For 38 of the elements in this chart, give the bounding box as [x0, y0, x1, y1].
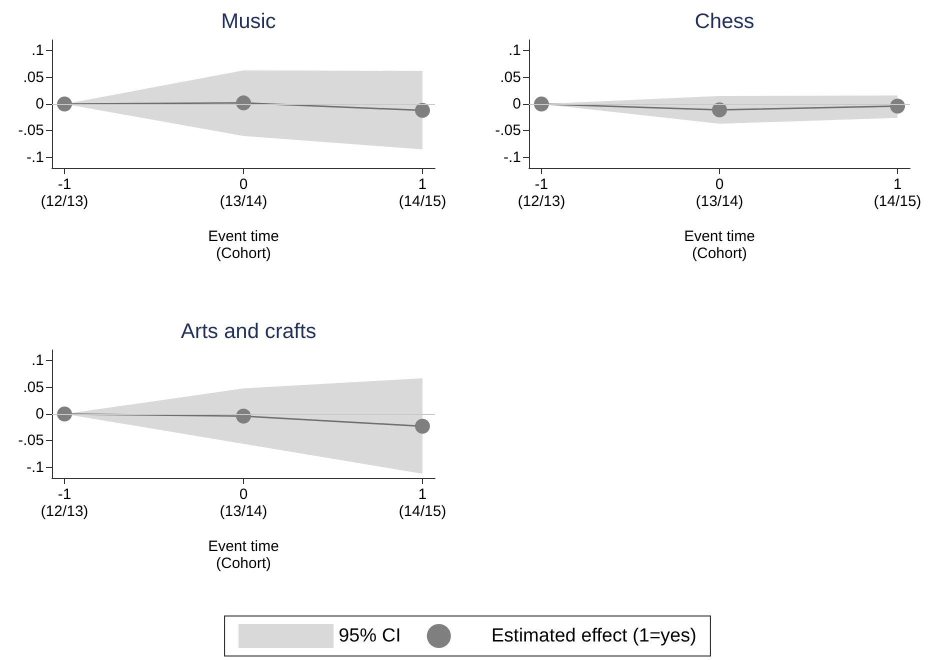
x-tick-label: 1 (14/15) — [398, 486, 446, 520]
y-tick-label: -.1 — [26, 148, 44, 166]
chart-title: Chess — [694, 10, 754, 33]
y-tick-label: .05 — [500, 68, 521, 86]
x-tick-label: -1 (12/13) — [518, 176, 566, 210]
y-tick-label: .1 — [31, 352, 44, 370]
legend-label: Estimated effect (1=yes) — [491, 626, 696, 646]
x-tick-label: 1 (14/15) — [874, 176, 922, 210]
y-tick-label: -.1 — [26, 458, 44, 476]
y-tick-label: .1 — [508, 42, 521, 60]
x-tick-label: 1 (14/15) — [398, 176, 446, 210]
point — [236, 408, 251, 424]
y-tick-label: .05 — [23, 378, 44, 396]
legend-label: 95% CI — [338, 626, 401, 646]
point — [57, 96, 72, 112]
x-tick-label: 0 (13/14) — [220, 176, 268, 210]
x-tick-label: 0 (13/14) — [220, 486, 268, 520]
y-tick-label: -.05 — [495, 122, 521, 140]
x-axis-title: Event time (Cohort) — [684, 228, 755, 262]
y-tick-label: .1 — [31, 42, 44, 60]
point — [414, 418, 430, 434]
chart-title: Arts and crafts — [180, 320, 316, 343]
x-axis-title: Event time (Cohort) — [208, 228, 279, 262]
point — [414, 102, 430, 118]
x-tick-label: 0 (13/14) — [696, 176, 744, 210]
point — [236, 95, 251, 110]
x-tick-label: -1 (12/13) — [40, 176, 88, 210]
x-tick-label: -1 (12/13) — [40, 486, 88, 520]
y-tick-label: -.05 — [18, 122, 44, 140]
y-tick-label: .05 — [23, 68, 44, 86]
chart-title: Music — [221, 10, 276, 33]
y-tick-label: 0 — [36, 96, 44, 112]
x-axis-title: Event time (Cohort) — [208, 538, 279, 572]
y-tick-label: 0 — [512, 96, 521, 112]
y-tick-label: -.05 — [18, 432, 44, 450]
point — [57, 406, 72, 422]
y-tick-label: -.1 — [503, 148, 521, 166]
y-tick-label: 0 — [36, 406, 44, 422]
